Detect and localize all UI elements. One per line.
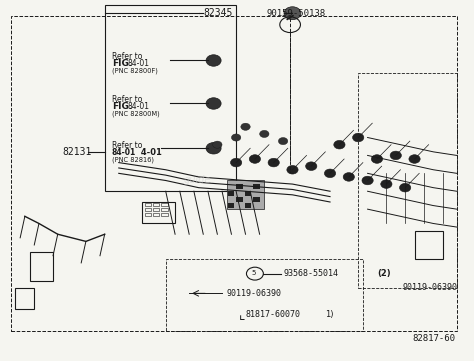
Bar	[153, 208, 159, 211]
Bar	[245, 204, 251, 208]
Circle shape	[206, 143, 221, 154]
Bar	[227, 180, 264, 209]
Text: 90119-06390: 90119-06390	[227, 289, 282, 298]
Text: 5: 5	[251, 270, 255, 276]
Text: 82131: 82131	[63, 147, 92, 157]
Text: 1): 1)	[325, 310, 334, 319]
Bar	[145, 208, 151, 211]
Text: 93568-55014: 93568-55014	[283, 269, 338, 278]
Circle shape	[284, 7, 301, 19]
Circle shape	[231, 134, 241, 141]
Circle shape	[306, 162, 317, 170]
Text: (PNC 82800M): (PNC 82800M)	[112, 111, 159, 117]
Circle shape	[287, 165, 298, 174]
Circle shape	[400, 183, 411, 192]
Bar	[236, 184, 243, 189]
Bar	[228, 204, 234, 208]
Circle shape	[249, 155, 261, 163]
Bar	[245, 191, 251, 196]
Text: $\llcorner$: $\llcorner$	[238, 308, 246, 322]
Text: 84-01: 84-01	[112, 148, 136, 157]
Bar	[253, 197, 260, 202]
Bar	[145, 213, 151, 216]
Circle shape	[278, 138, 288, 145]
Bar	[153, 203, 159, 206]
Bar	[162, 203, 168, 206]
Circle shape	[390, 151, 401, 160]
Bar	[162, 213, 168, 216]
Circle shape	[353, 133, 364, 142]
Text: (2): (2)	[377, 269, 391, 278]
Bar	[228, 191, 234, 196]
Text: (PNC 82816): (PNC 82816)	[112, 156, 154, 163]
Text: Refer to: Refer to	[112, 95, 142, 104]
Text: 82345: 82345	[203, 8, 233, 18]
Circle shape	[241, 123, 250, 130]
Text: FIG.: FIG.	[112, 102, 132, 111]
Bar	[153, 213, 159, 216]
Circle shape	[230, 158, 242, 167]
Text: 90159-50138: 90159-50138	[267, 9, 326, 18]
Circle shape	[213, 141, 222, 148]
Circle shape	[381, 180, 392, 188]
Circle shape	[206, 55, 221, 66]
Circle shape	[334, 140, 345, 149]
Circle shape	[260, 130, 269, 138]
Circle shape	[409, 155, 420, 163]
Circle shape	[268, 158, 279, 167]
Circle shape	[343, 173, 355, 181]
Text: FIG.: FIG.	[112, 59, 132, 68]
Circle shape	[324, 169, 336, 178]
Text: 90119-06390: 90119-06390	[403, 283, 458, 292]
Text: (PNC 82800F): (PNC 82800F)	[112, 68, 157, 74]
Text: guide.: guide.	[183, 175, 214, 186]
Bar	[162, 208, 168, 211]
Text: Refer to: Refer to	[112, 141, 142, 150]
Bar	[145, 203, 151, 206]
Circle shape	[371, 155, 383, 163]
Text: 82817-60: 82817-60	[412, 334, 455, 343]
Text: 84-01: 84-01	[127, 102, 149, 111]
Text: Refer to: Refer to	[112, 52, 142, 61]
Text: 84-01: 84-01	[127, 59, 149, 68]
Circle shape	[206, 98, 221, 109]
Bar	[236, 197, 243, 202]
Circle shape	[362, 176, 373, 185]
Text: 4-01: 4-01	[135, 148, 162, 157]
Text: 81817-60070: 81817-60070	[246, 310, 301, 319]
Bar	[253, 184, 260, 189]
